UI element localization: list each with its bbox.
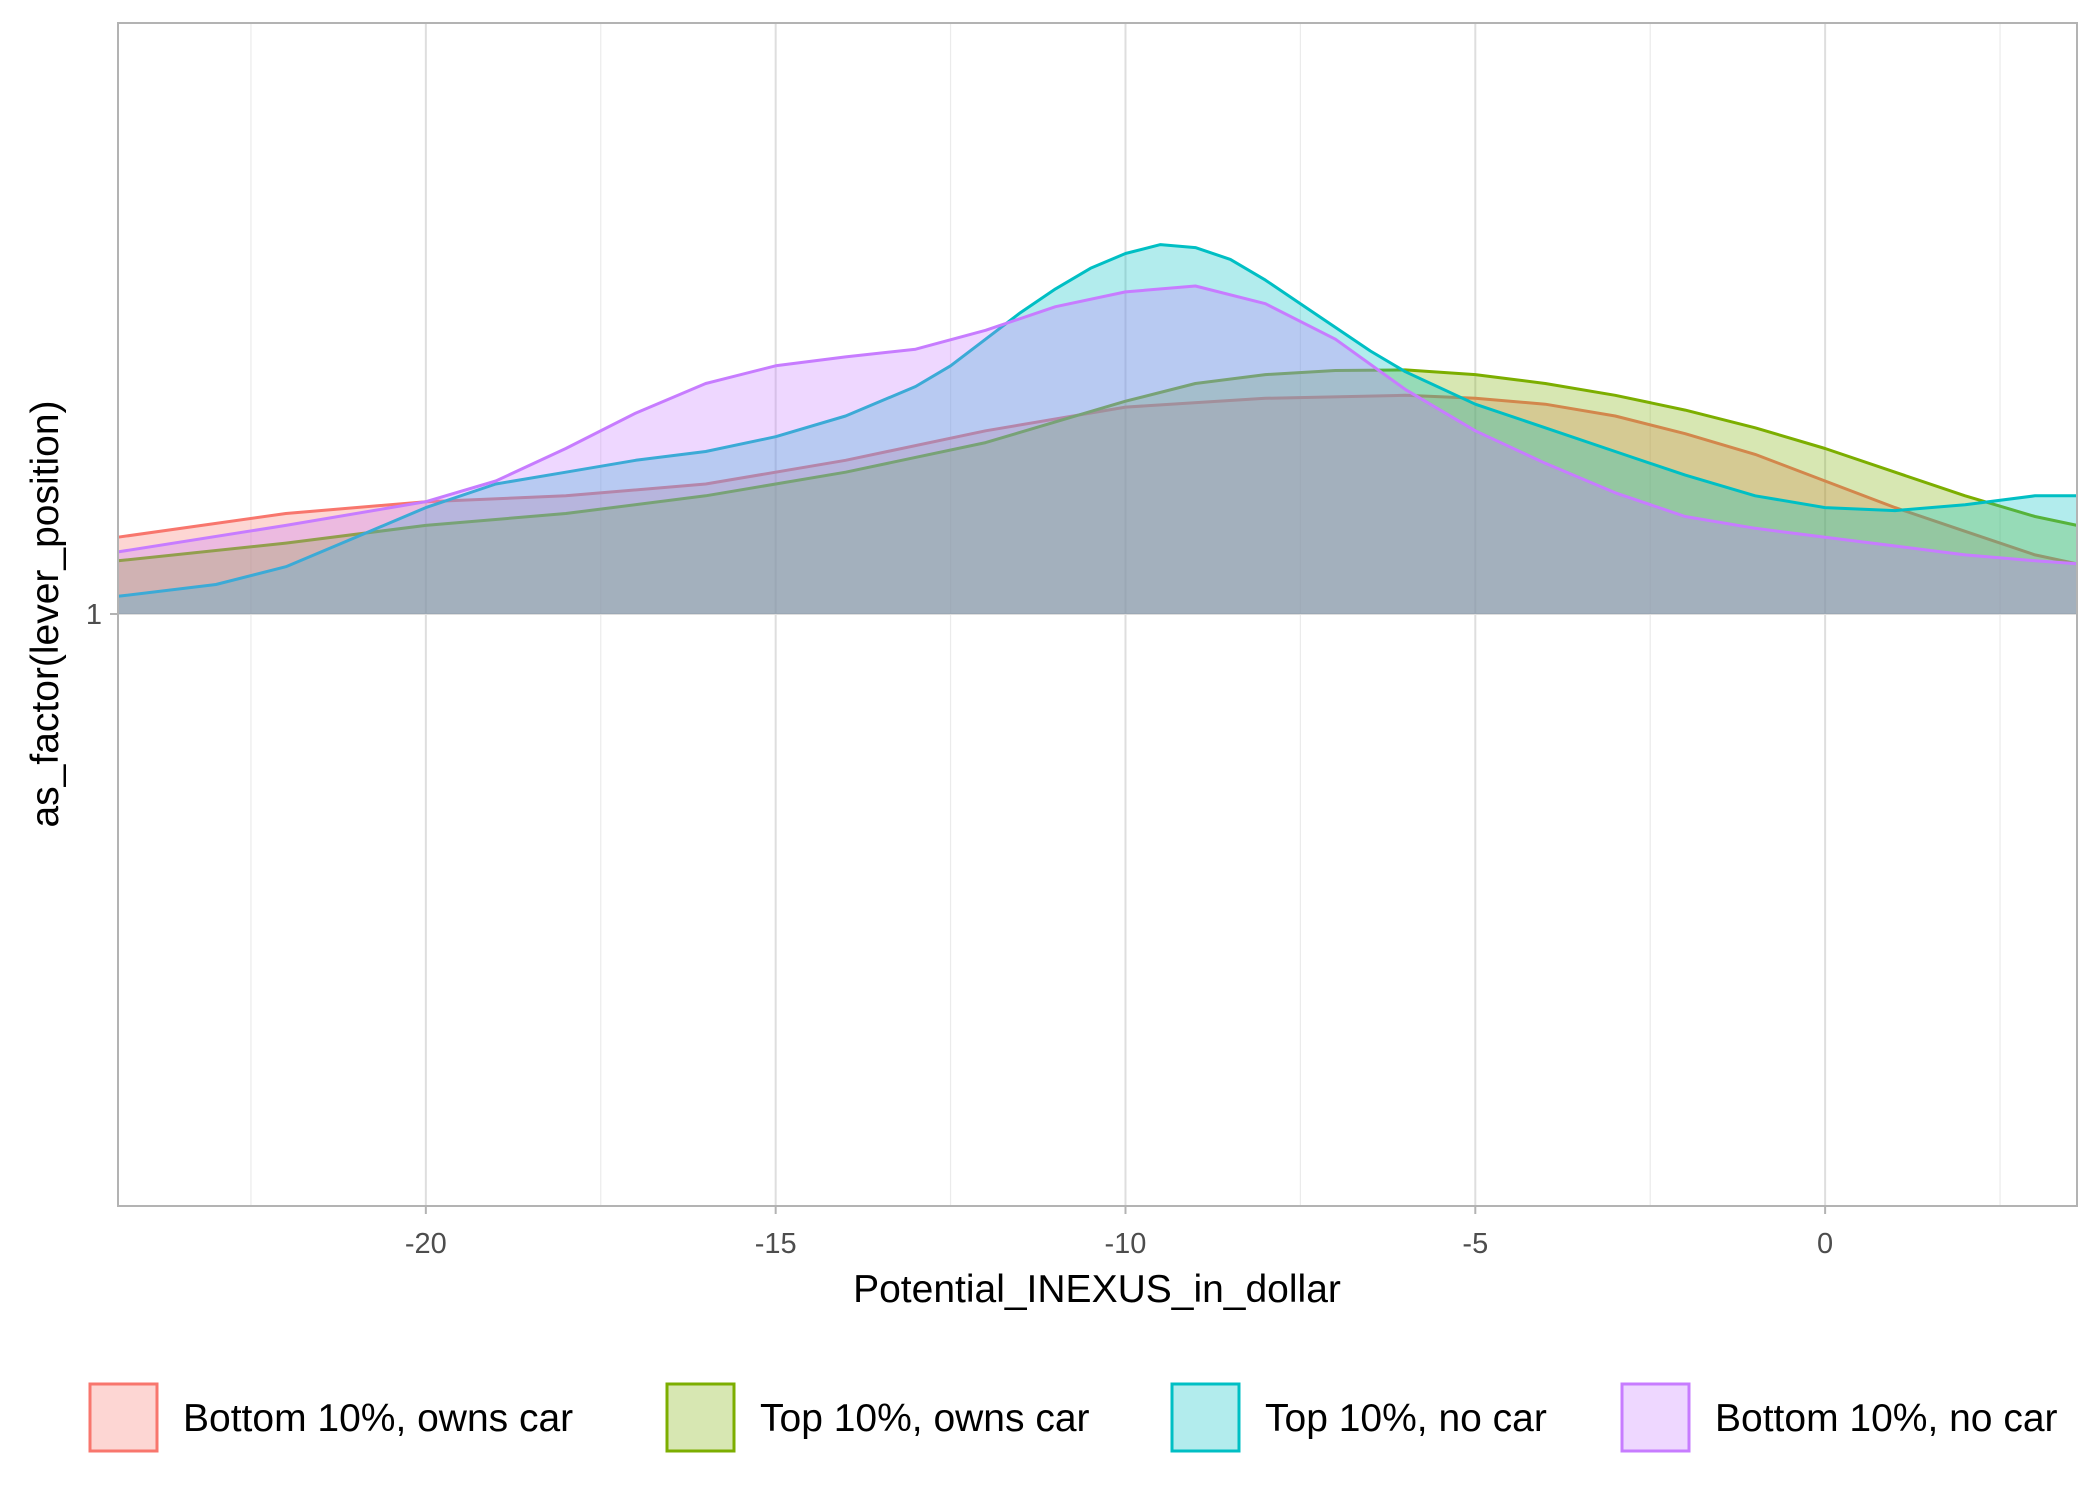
y-axis-title: as_factor(lever_position)	[24, 400, 67, 827]
density-line-series-2	[117, 368, 2078, 563]
x-tick-label: -10	[1105, 1228, 1147, 1260]
legend-key-series-3	[1170, 1382, 1241, 1453]
legend: Bottom 10%, owns car Top 10%, owns car Top…	[88, 1382, 2058, 1453]
density-line-series-3	[117, 243, 2077, 598]
x-tick-label: -20	[405, 1228, 447, 1260]
x-tick-label: -5	[1462, 1228, 1488, 1260]
density-line-series-4	[117, 284, 2078, 566]
density-area-series-2	[118, 369, 2077, 614]
legend-label-series-1: Bottom 10%, owns car	[183, 1397, 573, 1440]
y-tick-label: 1	[86, 599, 102, 631]
x-tick-label: -15	[755, 1228, 797, 1260]
legend-key-series-4	[1620, 1382, 1691, 1453]
grid-major	[118, 23, 2077, 1206]
density-area-series-1	[118, 395, 2077, 614]
x-axis-title: Potential_INEXUS_in_dollar	[853, 1268, 1341, 1311]
density-line-series-1	[117, 393, 2078, 566]
legend-label-series-2: Top 10%, owns car	[760, 1397, 1090, 1440]
legend-key-series-1	[88, 1382, 159, 1453]
density-area-series-3	[118, 244, 2077, 614]
x-tick-label: 0	[1817, 1228, 1833, 1260]
legend-label-series-4: Bottom 10%, no car	[1715, 1397, 2058, 1440]
x-axis-ticks: -20 -15 -10 -5 0	[405, 1206, 1833, 1260]
y-axis-ticks: 1	[86, 599, 118, 631]
density-area-series-4	[118, 286, 2077, 614]
density-areas	[117, 243, 2078, 614]
legend-label-series-3: Top 10%, no car	[1265, 1397, 1547, 1440]
legend-key-series-2	[665, 1382, 736, 1453]
